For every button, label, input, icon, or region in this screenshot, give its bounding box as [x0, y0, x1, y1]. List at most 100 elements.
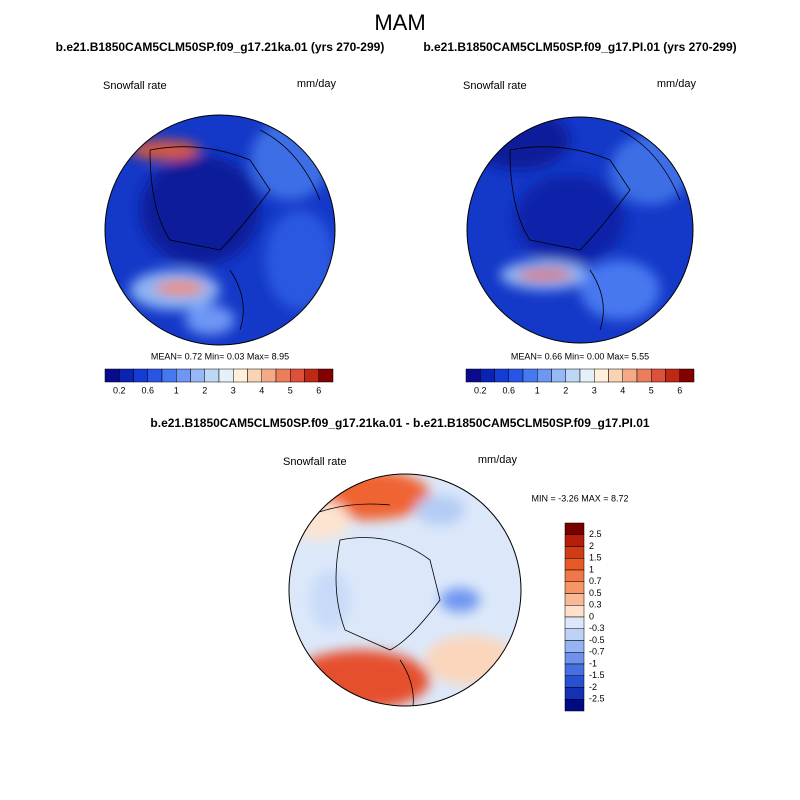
colorbar-label: 1 — [589, 564, 594, 574]
colorbar-label: 5 — [288, 385, 293, 395]
colorbar-swatch — [494, 368, 509, 383]
colorbar-label: 0.6 — [141, 385, 154, 395]
variable-label: Snowfall rate — [103, 80, 167, 92]
colorbar-swatch — [480, 368, 495, 383]
units-label: mm/day — [657, 78, 697, 90]
colorbar-swatch — [565, 368, 581, 383]
colorbar-swatch — [304, 368, 319, 383]
panel-title: b.e21.B1850CAM5CLM50SP.f09_g17.21ka.01 (… — [56, 40, 385, 54]
colorbar-label: -0.5 — [589, 635, 605, 645]
colorbar-swatch — [508, 368, 524, 383]
colorbar-label: 2.5 — [589, 529, 602, 539]
map-border — [288, 473, 522, 707]
colorbar-swatch — [665, 368, 680, 383]
colorbar-label: 2 — [563, 385, 568, 395]
colorbar-swatch — [679, 368, 695, 383]
colorbar-label: 1.5 — [589, 553, 602, 563]
colorbar-swatch — [133, 368, 148, 383]
colorbar-swatch — [564, 663, 585, 676]
colorbar-label: 0.6 — [502, 385, 515, 395]
colorbar-swatch — [104, 368, 120, 383]
colorbar-label: 0.2 — [113, 385, 126, 395]
colorbar-swatch — [564, 616, 585, 629]
colorbar-swatch — [261, 368, 277, 383]
colorbar-swatch — [564, 652, 585, 665]
colorbar-label: 4 — [620, 385, 625, 395]
colorbar-swatch — [247, 368, 262, 383]
colorbar-label: -0.3 — [589, 623, 605, 633]
colorbar-swatch — [594, 368, 609, 383]
colorbar-label: 0.7 — [589, 576, 602, 586]
colorbar-label: 0.2 — [474, 385, 487, 395]
colorbar-swatch — [579, 368, 595, 383]
colorbar-swatch — [551, 368, 566, 383]
colorbar-swatch — [564, 593, 585, 606]
colorbar-label: 5 — [649, 385, 654, 395]
colorbar-swatch — [290, 368, 305, 383]
variable-label: Snowfall rate — [463, 80, 527, 92]
panel-title: b.e21.B1850CAM5CLM50SP.f09_g17.PI.01 (yr… — [423, 40, 736, 54]
colorbar-label: -2 — [589, 682, 597, 692]
main-title: MAM — [374, 10, 425, 35]
colorbar-swatch — [119, 368, 134, 383]
colorbar-label: -1.5 — [589, 670, 605, 680]
colorbar-label: 0.5 — [589, 588, 602, 598]
map-border — [104, 114, 336, 346]
colorbar-label: 2 — [202, 385, 207, 395]
colorbar-label: 1 — [174, 385, 179, 395]
colorbar-swatch — [651, 368, 666, 383]
colorbar-label: 3 — [231, 385, 236, 395]
colorbar-swatch — [564, 558, 585, 571]
colorbar-swatch — [522, 368, 538, 383]
colorbar-label: 3 — [592, 385, 597, 395]
units-label: mm/day — [297, 78, 337, 90]
map — [467, 117, 693, 343]
colorbar-swatch — [465, 368, 481, 383]
variable-label: Snowfall rate — [283, 456, 347, 468]
colorbar-swatch — [233, 368, 248, 383]
colorbar-swatch — [608, 368, 623, 383]
colorbar-label: -2.5 — [589, 694, 605, 704]
colorbar-swatch — [636, 368, 652, 383]
colorbar-swatch — [564, 581, 585, 594]
colorbar-swatch — [161, 368, 177, 383]
colorbar-label: 6 — [316, 385, 321, 395]
colorbar-swatch — [318, 368, 334, 383]
map — [105, 115, 335, 345]
colorbar-swatch — [275, 368, 291, 383]
colorbar-label: -0.7 — [589, 647, 605, 657]
colorbar-label: 6 — [677, 385, 682, 395]
stats: MEAN= 0.66 Min= 0.00 Max= 5.55 — [511, 351, 649, 361]
colorbar-swatch — [564, 640, 585, 653]
colorbar-swatch — [564, 699, 585, 712]
colorbar-label: 1 — [535, 385, 540, 395]
colorbar-swatch — [564, 675, 585, 688]
colorbar-swatch — [564, 687, 585, 700]
panel-title: b.e21.B1850CAM5CLM50SP.f09_g17.21ka.01 -… — [150, 416, 649, 430]
colorbar-label: 4 — [259, 385, 264, 395]
colorbar-label: 2 — [589, 541, 594, 551]
stats: MEAN= 0.72 Min= 0.03 Max= 8.95 — [151, 351, 289, 361]
colorbar-swatch — [564, 522, 585, 535]
colorbar-swatch — [564, 605, 585, 618]
colorbar-swatch — [537, 368, 552, 383]
colorbar-swatch — [190, 368, 205, 383]
stats: MIN = -3.26 MAX = 8.72 — [531, 493, 628, 503]
colorbar-label: 0 — [589, 611, 594, 621]
colorbar-swatch — [564, 628, 585, 641]
colorbar-label: -1 — [589, 658, 597, 668]
map-border — [466, 116, 694, 344]
colorbar-swatch — [176, 368, 191, 383]
colorbar-swatch — [147, 368, 163, 383]
colorbar-swatch — [204, 368, 220, 383]
colorbar-swatch — [218, 368, 234, 383]
colorbar-swatch — [564, 546, 585, 559]
units-label: mm/day — [478, 454, 518, 466]
colorbar-label: 0.3 — [589, 600, 602, 610]
colorbar-swatch — [564, 569, 585, 582]
colorbar-swatch — [622, 368, 638, 383]
map — [289, 474, 521, 706]
colorbar-swatch — [564, 534, 585, 547]
